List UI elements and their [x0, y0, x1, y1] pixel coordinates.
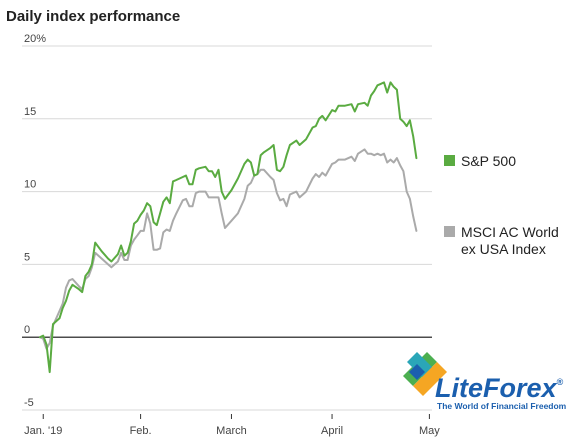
axis-layer: 20% 15 10 5 0 -5 Jan. '19 Feb. March April May	[24, 33, 440, 437]
legend-swatch-msci	[444, 226, 455, 237]
x-tick-label: Feb.	[130, 425, 152, 437]
y-tick-label: 15	[24, 106, 36, 118]
y-tick-label: 0	[24, 324, 30, 336]
logo-tagline: The World of Financial Freedom	[437, 401, 567, 411]
x-tick-label: May	[419, 425, 440, 437]
chart-title: Daily index performance	[6, 8, 180, 25]
legend-label-sp500: S&P 500	[461, 153, 516, 169]
legend-label-msci-line1: MSCI AC World	[461, 224, 559, 240]
liteforex-emblem-icon	[403, 352, 447, 396]
y-tick-label: 10	[24, 179, 36, 191]
x-tick-label: April	[321, 425, 343, 437]
y-tick-label: -5	[24, 397, 34, 409]
series-line-msci	[39, 148, 418, 350]
series-layer	[39, 81, 418, 374]
logo-wordmark-lite: Lite	[435, 373, 483, 403]
grid-layer	[22, 45, 432, 411]
legend-label-msci-line2: ex USA Index	[461, 241, 546, 257]
logo-wordmark: LiteForex®	[435, 373, 564, 403]
x-tick-label: Jan. '19	[24, 425, 62, 437]
series-line-sp500	[39, 81, 418, 374]
logo-registered-mark: ®	[557, 377, 564, 387]
liteforex-logo: LiteForex® The World of Financial Freedo…	[403, 352, 567, 411]
logo-wordmark-forex: Forex	[483, 373, 558, 403]
legend-swatch-sp500	[444, 155, 455, 166]
legend: S&P 500 MSCI AC World ex USA Index	[444, 153, 563, 257]
y-tick-label: 20%	[24, 33, 46, 45]
x-tick-label: March	[216, 425, 247, 437]
y-tick-label: 5	[24, 251, 30, 263]
legend-label-msci: MSCI AC World ex USA Index	[461, 224, 563, 257]
